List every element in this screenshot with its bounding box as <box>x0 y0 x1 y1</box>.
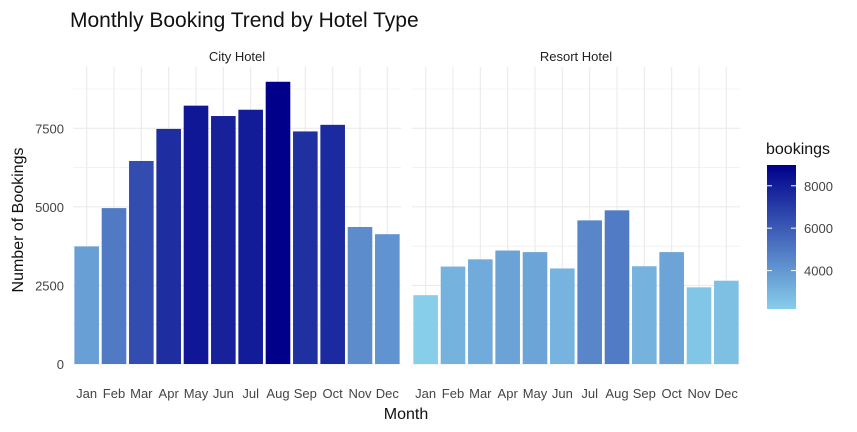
x-tick-label: Mar <box>130 386 153 401</box>
bar <box>293 131 318 364</box>
legend: bookings 4000 6000 8000 <box>766 141 833 309</box>
x-tick-label: Dec <box>715 386 739 401</box>
bar <box>320 124 345 364</box>
legend-tick-label: 8000 <box>804 179 833 194</box>
x-tick-label: Jan <box>76 386 97 401</box>
bar <box>129 160 154 364</box>
legend-title: bookings <box>766 141 830 158</box>
facet-label: City Hotel <box>209 49 265 64</box>
facet-label: Resort Hotel <box>540 49 612 64</box>
legend-tick-label: 4000 <box>804 264 833 279</box>
x-axis-title: Month <box>384 406 428 423</box>
x-tick-label: Aug <box>266 386 289 401</box>
bar <box>522 252 548 364</box>
bar <box>659 252 684 364</box>
x-tick-label: Oct <box>323 386 344 401</box>
x-tick-label: Sep <box>294 386 317 401</box>
bar <box>265 81 291 365</box>
bar <box>101 208 127 364</box>
y-tick-label: 5000 <box>35 200 64 215</box>
x-tick-label: Dec <box>376 386 400 401</box>
bar <box>577 220 602 364</box>
bar <box>211 116 236 365</box>
bar <box>156 128 181 364</box>
bar <box>632 266 657 364</box>
bar <box>468 259 493 364</box>
x-tick-label: Apr <box>498 386 519 401</box>
x-tick-label: Jul <box>242 386 259 401</box>
x-tick-label: Mar <box>469 386 492 401</box>
x-tick-label: Jun <box>552 386 573 401</box>
bar <box>183 105 209 365</box>
legend-tick-label: 6000 <box>804 221 833 236</box>
bar <box>375 234 400 364</box>
facet-panel: Resort Hotel Jan Feb Mar Apr May Jun Jul Aug Sep O… <box>412 49 740 401</box>
bar <box>550 268 575 364</box>
bar <box>495 250 520 364</box>
bar <box>604 210 630 364</box>
bar <box>413 295 438 364</box>
chart-title: Monthly Booking Trend by Hotel Type <box>70 9 419 32</box>
bar <box>238 109 263 364</box>
x-tick-label: Apr <box>159 386 180 401</box>
x-tick-label: Nov <box>348 386 372 401</box>
facet-panel: City Hotel Jan Feb Mar Apr May Jun Jul Aug Sep Oct… <box>73 49 401 401</box>
x-tick-label: Feb <box>442 386 464 401</box>
bar <box>440 266 466 364</box>
bar <box>714 280 739 364</box>
bar <box>347 226 373 364</box>
x-tick-label: Oct <box>662 386 683 401</box>
y-tick-label: 0 <box>57 357 64 372</box>
x-tick-label: Nov <box>687 386 711 401</box>
x-tick-label: Sep <box>633 386 656 401</box>
y-tick-label: 2500 <box>35 278 64 293</box>
x-tick-label: Aug <box>605 386 628 401</box>
bar <box>74 246 99 364</box>
legend-colorbar <box>767 165 796 309</box>
y-axis-title: Number of Bookings <box>10 148 27 293</box>
x-tick-label: Jul <box>581 386 598 401</box>
x-tick-label: May <box>523 386 548 401</box>
facet-panels: City Hotel Jan Feb Mar Apr May Jun Jul Aug Sep Oct… <box>35 49 740 401</box>
x-tick-label: Jun <box>213 386 234 401</box>
x-tick-label: Feb <box>103 386 125 401</box>
x-tick-label: Jan <box>415 386 436 401</box>
y-tick-label: 7500 <box>35 121 64 136</box>
x-tick-label: May <box>184 386 209 401</box>
bar <box>686 287 712 364</box>
